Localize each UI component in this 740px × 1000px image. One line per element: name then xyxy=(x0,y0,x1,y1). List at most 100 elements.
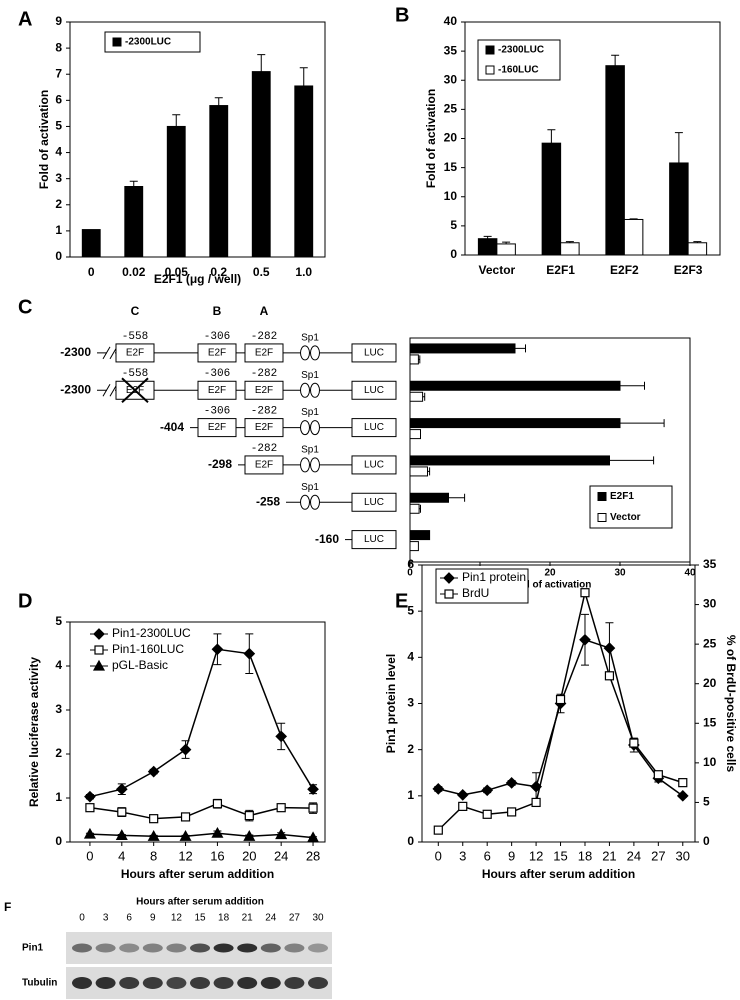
x-axis-title: Hours after serum addition xyxy=(121,867,274,881)
marker xyxy=(115,829,128,840)
marker xyxy=(212,799,223,809)
blot-band xyxy=(95,943,116,953)
site-position: -282 xyxy=(251,443,277,455)
error-bar xyxy=(418,355,421,364)
x-tick-label: 15 xyxy=(553,848,567,863)
legend-label: BrdU xyxy=(462,586,489,600)
plot-frame xyxy=(69,621,326,843)
marker xyxy=(531,797,541,808)
marker xyxy=(507,807,517,817)
sp1-site xyxy=(300,345,310,361)
error-bar xyxy=(674,132,683,163)
x-tick-label: 0.02 xyxy=(122,265,146,279)
marker xyxy=(275,828,288,840)
bar xyxy=(251,71,271,258)
blot-row-label: Pin1 xyxy=(22,943,44,954)
y2-tick-label: 30 xyxy=(703,597,717,611)
marker xyxy=(653,770,663,780)
x-tick-label: 0 xyxy=(435,848,442,863)
marker xyxy=(244,810,254,821)
bar xyxy=(409,354,419,365)
blot-band xyxy=(72,943,92,953)
x-tick-label: 9 xyxy=(508,848,515,863)
lane-label: 24 xyxy=(265,913,277,924)
error-bar xyxy=(693,241,702,243)
blot-band xyxy=(284,977,305,989)
marker xyxy=(678,778,688,788)
legend-label: Pin1-2300LUC xyxy=(112,626,191,640)
x-tick-label: 4 xyxy=(118,848,125,863)
x-tick-label: 24 xyxy=(627,848,641,863)
construct-label: -404 xyxy=(160,420,184,434)
marker xyxy=(555,694,566,705)
construct-label: -258 xyxy=(256,494,280,508)
sp1-label: Sp1 xyxy=(301,333,319,344)
marker xyxy=(179,830,192,841)
y2-tick-label: 5 xyxy=(703,795,710,809)
x-axis-title: Hours after serum addition xyxy=(482,867,635,881)
marker xyxy=(84,790,96,803)
plot-frame xyxy=(69,21,326,258)
luc-box xyxy=(351,492,397,512)
bar xyxy=(477,238,498,256)
marker xyxy=(83,827,96,839)
legend-label: pGL-Basic xyxy=(112,658,168,672)
legend-label: E2F1 xyxy=(610,491,634,502)
y-tick-label: 0 xyxy=(450,247,457,261)
x-tick-label: E2F2 xyxy=(610,263,639,277)
marker xyxy=(603,642,616,654)
y2-tick-label: 0 xyxy=(703,834,710,848)
y-tick-label: 8 xyxy=(55,40,62,54)
error-bar xyxy=(427,467,431,476)
y2-tick-label: 25 xyxy=(703,636,717,650)
legend-swatch xyxy=(485,45,495,55)
x-tick-label: E2F1 xyxy=(546,263,575,277)
blot-band xyxy=(260,943,281,953)
bar xyxy=(409,343,516,354)
error-bar xyxy=(620,381,645,390)
bar xyxy=(541,142,562,256)
bar xyxy=(496,243,516,256)
bar xyxy=(560,242,580,256)
error-bar xyxy=(129,180,138,187)
luc-label: LUC xyxy=(364,497,384,508)
lane-label: 21 xyxy=(242,913,254,924)
series-line xyxy=(89,802,314,820)
legend-label: -2300LUC xyxy=(125,37,171,48)
x-tick-label: 1.0 xyxy=(295,265,312,279)
y-tick-label: 4 xyxy=(55,145,62,159)
lane-label: 27 xyxy=(289,913,301,924)
blot-title: Hours after serum addition xyxy=(136,897,264,908)
bar xyxy=(166,125,186,258)
error-bar xyxy=(620,419,665,428)
blot-band xyxy=(308,977,328,989)
blot-band xyxy=(142,943,163,953)
y-tick-label: 6 xyxy=(55,93,62,107)
x-tick-label: 20 xyxy=(242,848,256,863)
error-bar xyxy=(502,241,511,244)
marker xyxy=(179,743,192,756)
marker xyxy=(243,647,256,660)
bar xyxy=(669,162,689,256)
sp1-site xyxy=(300,420,310,436)
sp1-site xyxy=(300,494,310,510)
luc-box xyxy=(351,455,397,475)
y-tick-label: 2 xyxy=(55,746,62,760)
marker xyxy=(243,830,256,841)
site-position: -306 xyxy=(204,331,230,343)
y-tick-label: 2 xyxy=(407,742,414,756)
error-bar xyxy=(611,54,620,66)
error-bar xyxy=(629,218,638,220)
x-tick-label: 3 xyxy=(459,848,466,863)
bar xyxy=(409,380,621,391)
legend-label: -2300LUC xyxy=(498,45,544,56)
x-tick-label: 8 xyxy=(150,848,157,863)
y-axis-title: Fold of activation xyxy=(37,90,51,189)
sp1-site xyxy=(310,382,320,398)
lane-label: 3 xyxy=(103,913,109,924)
x-axis-title: Fold of activation xyxy=(509,580,592,591)
y-tick-label: 9 xyxy=(55,14,62,28)
y-tick-label: 40 xyxy=(444,14,458,28)
error-bar xyxy=(609,456,655,465)
sp1-label: Sp1 xyxy=(301,445,319,456)
